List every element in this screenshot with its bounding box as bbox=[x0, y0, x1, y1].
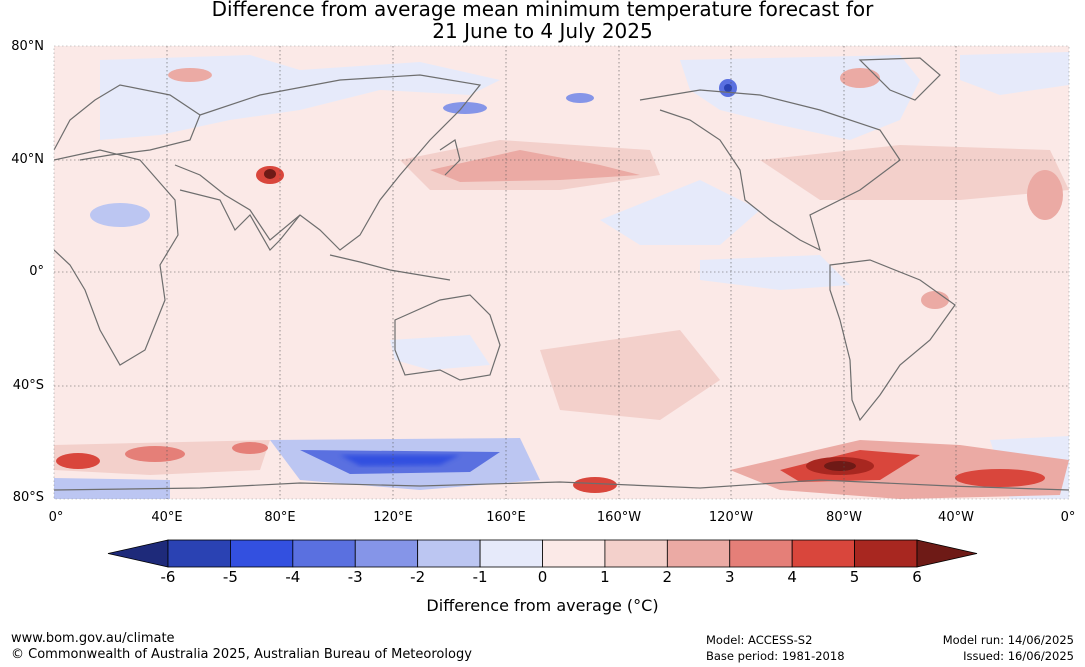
footer-issued: Issued: 16/06/2025 bbox=[963, 649, 1074, 663]
colorbar-tick-label: 4 bbox=[787, 568, 797, 586]
colorbar-cell bbox=[854, 539, 918, 568]
lon-label-160w: 160°W bbox=[596, 510, 642, 525]
colorbar-cell bbox=[604, 539, 668, 568]
colorbar-tick-label: 2 bbox=[662, 568, 673, 586]
colorbar-tick-label: 3 bbox=[724, 568, 735, 586]
warm-anomaly-regions bbox=[54, 68, 1069, 499]
colorbar-cell bbox=[167, 539, 231, 568]
cool-region-east-pacific bbox=[600, 180, 760, 245]
lat-label-80s: 80°S bbox=[12, 490, 44, 505]
cool-spot-sahara bbox=[90, 203, 150, 227]
cool-region-south-australia-deep bbox=[340, 455, 460, 466]
coastline-japan bbox=[439, 139, 461, 176]
warm-spot-southern-ocean-far-east bbox=[955, 469, 1045, 487]
map-frame bbox=[53, 45, 1070, 500]
colorbar-cells bbox=[107, 539, 978, 568]
lon-label-160e: 160°E bbox=[486, 510, 526, 525]
coastline-north-america bbox=[639, 89, 901, 252]
colorbar-tick-label: -1 bbox=[472, 568, 488, 586]
cool-region-antarctic-west bbox=[54, 478, 170, 499]
warm-spot-greenland bbox=[840, 68, 880, 88]
coastline-south-america bbox=[829, 259, 956, 422]
colorbar-cell bbox=[292, 539, 356, 568]
cool-region-north-atlantic bbox=[960, 52, 1069, 95]
lon-label-80w: 80°W bbox=[826, 510, 862, 525]
lon-label-40e: 40°E bbox=[151, 510, 183, 525]
colorbar-tick-label: -4 bbox=[285, 568, 301, 586]
lon-label-120e: 120°E bbox=[373, 510, 413, 525]
warm-spot-south-atlantic-1 bbox=[56, 453, 100, 469]
footer-model-run: Model run: 14/06/2025 bbox=[942, 633, 1074, 647]
coastline-indonesia bbox=[329, 254, 451, 281]
cool-region-indian-ocean bbox=[390, 335, 490, 370]
cool-spot-siberia bbox=[443, 102, 487, 114]
lon-label-40w: 40°W bbox=[938, 510, 974, 525]
warm-spot-tibet-core bbox=[264, 169, 276, 179]
warm-spot-southern-pacific bbox=[573, 477, 617, 493]
lon-label-120w: 120°W bbox=[708, 510, 754, 525]
coastline-africa bbox=[54, 149, 179, 366]
colorbar-tick-label: 1 bbox=[600, 568, 610, 586]
colorbar-tick-label: -6 bbox=[160, 568, 176, 586]
colorbar-tick-label: -2 bbox=[410, 568, 426, 586]
colorbar-cell bbox=[230, 539, 294, 568]
colorbar-cell bbox=[542, 539, 606, 568]
lon-label-0-east: 0° bbox=[1060, 510, 1076, 525]
map-gridlines bbox=[54, 46, 1069, 499]
coastline-arabia-india bbox=[179, 189, 301, 251]
colorbar-cell bbox=[417, 539, 481, 568]
map-title-line2: 21 June to 4 July 2025 bbox=[432, 19, 653, 43]
lat-label-0: 0° bbox=[29, 264, 44, 279]
lon-label-80e: 80°E bbox=[264, 510, 296, 525]
warm-region-north-pacific-core bbox=[430, 150, 640, 182]
lat-label-40n: 40°N bbox=[11, 152, 44, 167]
cool-spot-alaska bbox=[566, 93, 594, 103]
map-title-line1: Difference from average mean minimum tem… bbox=[211, 0, 874, 21]
warm-spot-south-atlantic-2 bbox=[125, 446, 185, 462]
lon-label-0-west: 0° bbox=[48, 510, 64, 525]
coastline-antarctica bbox=[54, 479, 1069, 491]
colorbar-tick-label: -3 bbox=[347, 568, 363, 586]
colorbar-cell bbox=[666, 539, 731, 568]
warm-region-south-pacific bbox=[540, 330, 720, 420]
warm-spot-southern-ocean-peak bbox=[824, 461, 856, 471]
footer-model: Model: ACCESS-S2 bbox=[706, 633, 813, 647]
cool-region-tropical-east-pacific bbox=[700, 255, 850, 290]
warm-region-atlantic bbox=[760, 145, 1069, 200]
lat-label-80n: 80°N bbox=[11, 39, 44, 54]
colorbar-cell bbox=[791, 539, 855, 568]
footer-copyright: © Commonwealth of Australia 2025, Austra… bbox=[11, 647, 472, 662]
colorbar-tick-label: 5 bbox=[849, 568, 860, 586]
warm-spot-east-atlantic bbox=[1027, 170, 1063, 220]
coastline-asia bbox=[174, 74, 482, 251]
colorbar-tick-label: 6 bbox=[912, 568, 922, 586]
warm-spot-south-atlantic-3 bbox=[232, 442, 268, 454]
lat-label-40s: 40°S bbox=[12, 378, 44, 393]
colorbar-cell bbox=[729, 539, 793, 568]
coastline-australia bbox=[394, 294, 501, 381]
colorbar-tick-label: -5 bbox=[222, 568, 238, 586]
colorbar-extend-low bbox=[107, 539, 169, 568]
colorbar-label: Difference from average (°C) bbox=[426, 596, 659, 615]
cool-spot-hudson-core bbox=[724, 84, 732, 92]
colorbar-cell bbox=[479, 539, 543, 568]
footer-base-period: Base period: 1981-2018 bbox=[706, 649, 845, 663]
coastlines bbox=[54, 57, 1069, 491]
colorbar-cell bbox=[354, 539, 419, 568]
warm-spot-europe bbox=[168, 68, 212, 82]
coastline-europe bbox=[54, 84, 201, 161]
colorbar-extend-high bbox=[916, 539, 978, 568]
coastline-greenland bbox=[858, 57, 941, 101]
footer-website: www.bom.gov.au/climate bbox=[11, 631, 175, 646]
colorbar-tick-label: 0 bbox=[537, 568, 548, 586]
